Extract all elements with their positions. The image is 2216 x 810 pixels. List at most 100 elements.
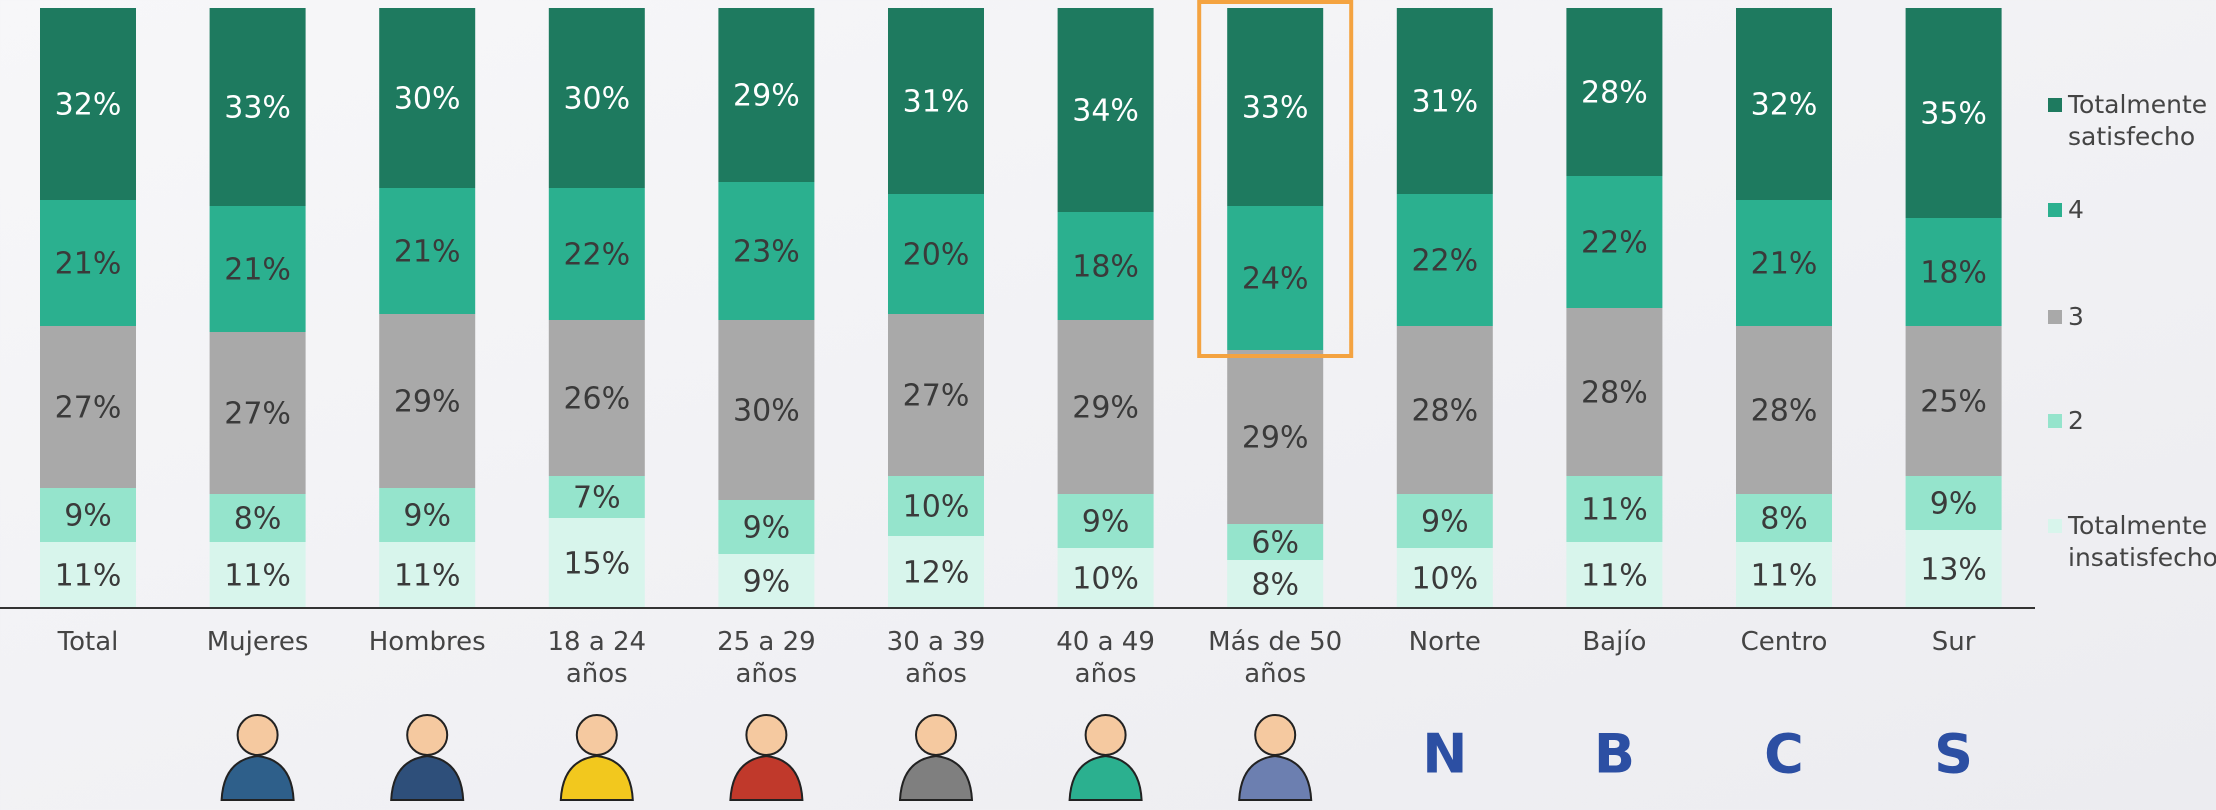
value-label: 23% — [733, 235, 800, 270]
value-label: 32% — [55, 88, 122, 123]
highlight-box — [1197, 0, 1354, 358]
value-label: 28% — [1411, 394, 1478, 429]
icon-body — [729, 754, 804, 801]
legend-label: 3 — [2068, 302, 2084, 331]
x-tick-label: Norte — [1408, 627, 1481, 657]
value-label: 30% — [733, 394, 800, 429]
value-label: 11% — [394, 559, 461, 594]
x-tick-label: 25 a 29 años — [717, 627, 816, 689]
bar-segment — [1566, 308, 1663, 476]
value-label: 10% — [903, 490, 970, 525]
value-label: 6% — [1251, 526, 1299, 561]
bar-segment — [888, 8, 984, 194]
bar-segment — [1736, 8, 1832, 200]
legend-swatch — [2048, 98, 2062, 112]
value-label: 35% — [1920, 97, 1987, 132]
value-label: 28% — [1751, 394, 1818, 429]
value-label: 21% — [224, 253, 291, 288]
bar-segment — [1566, 8, 1663, 176]
bar-segment — [718, 554, 815, 608]
legend-label: 2 — [2068, 406, 2084, 435]
value-label: 27% — [224, 397, 291, 432]
bar-segment — [1905, 476, 2002, 530]
value-label: 22% — [1581, 226, 1648, 261]
icon-head — [915, 714, 957, 756]
icon-head — [1084, 714, 1127, 756]
bar-segment — [1736, 542, 1832, 608]
bar-segment — [40, 200, 136, 326]
bar-segment — [1566, 176, 1663, 308]
bar-segment — [1057, 494, 1154, 548]
bar-segment — [718, 500, 815, 554]
bar-segment — [888, 314, 984, 476]
bar-segment — [379, 8, 476, 188]
value-label: 7% — [573, 481, 621, 516]
bar-segment — [1905, 326, 2002, 476]
bar-segment — [379, 488, 476, 542]
value-label: 30% — [394, 82, 461, 117]
icon-body — [390, 754, 465, 801]
legend-swatch — [2048, 310, 2062, 324]
bar-segment — [1057, 212, 1154, 320]
icon-body — [559, 754, 634, 801]
region-icon: S — [1934, 723, 1973, 786]
value-label: 33% — [224, 91, 291, 126]
bar-segment — [888, 536, 984, 608]
x-tick-label: Total — [57, 627, 119, 657]
bar-segment — [1905, 8, 2002, 218]
x-tick-label: Más de 50 años — [1208, 627, 1343, 689]
bar-segment — [1566, 542, 1663, 608]
value-label: 25% — [1920, 385, 1987, 420]
icon-body — [1068, 754, 1143, 801]
bar-segment — [1396, 194, 1493, 326]
bar-segment — [40, 326, 136, 488]
bar-segment — [1736, 200, 1832, 326]
value-label: 21% — [1751, 247, 1818, 282]
value-label: 29% — [1072, 391, 1139, 426]
person-icon — [559, 714, 634, 801]
icon-head — [575, 714, 618, 756]
value-label: 9% — [1421, 505, 1469, 540]
bar-segment — [1227, 206, 1324, 350]
bar-segment — [1396, 326, 1493, 494]
bar-segment — [1227, 524, 1324, 560]
legend-swatch — [2048, 414, 2062, 428]
bar-segment — [1736, 326, 1832, 494]
value-label: 32% — [1751, 88, 1818, 123]
bar-segment — [548, 8, 645, 188]
value-label: 10% — [1072, 562, 1139, 597]
value-label: 29% — [1242, 421, 1309, 456]
value-label: 33% — [1242, 91, 1309, 126]
bar-segment — [379, 314, 476, 488]
person-icon — [729, 714, 804, 801]
icon-body — [220, 754, 295, 801]
region-icon: B — [1594, 723, 1635, 786]
value-label: 9% — [1930, 487, 1978, 522]
x-tick-label: Centro — [1740, 627, 1828, 657]
bar-segment — [40, 8, 136, 200]
x-tick-label: Bajío — [1582, 627, 1647, 657]
bar-segment — [548, 188, 645, 320]
value-label: 18% — [1920, 256, 1987, 291]
bar-segment — [209, 8, 306, 206]
legend-swatch — [2048, 519, 2062, 533]
value-label: 26% — [563, 382, 630, 417]
bar-segment — [548, 320, 645, 476]
icon-body — [898, 754, 974, 801]
bar-segment — [548, 518, 645, 608]
person-icon — [390, 714, 465, 801]
bar-segment — [1396, 8, 1493, 194]
bar-segment — [548, 476, 645, 518]
region-icon: C — [1764, 723, 1804, 786]
legend-label: 4 — [2068, 195, 2084, 224]
icon-head — [236, 714, 279, 756]
value-label: 27% — [55, 391, 122, 426]
icon-head — [745, 714, 788, 756]
value-label: 34% — [1072, 94, 1139, 129]
legend-swatch — [2048, 203, 2062, 217]
x-tick-label: Hombres — [368, 627, 486, 657]
value-label: 11% — [55, 559, 122, 594]
bar-segment — [209, 542, 306, 608]
value-label: 8% — [234, 502, 282, 537]
